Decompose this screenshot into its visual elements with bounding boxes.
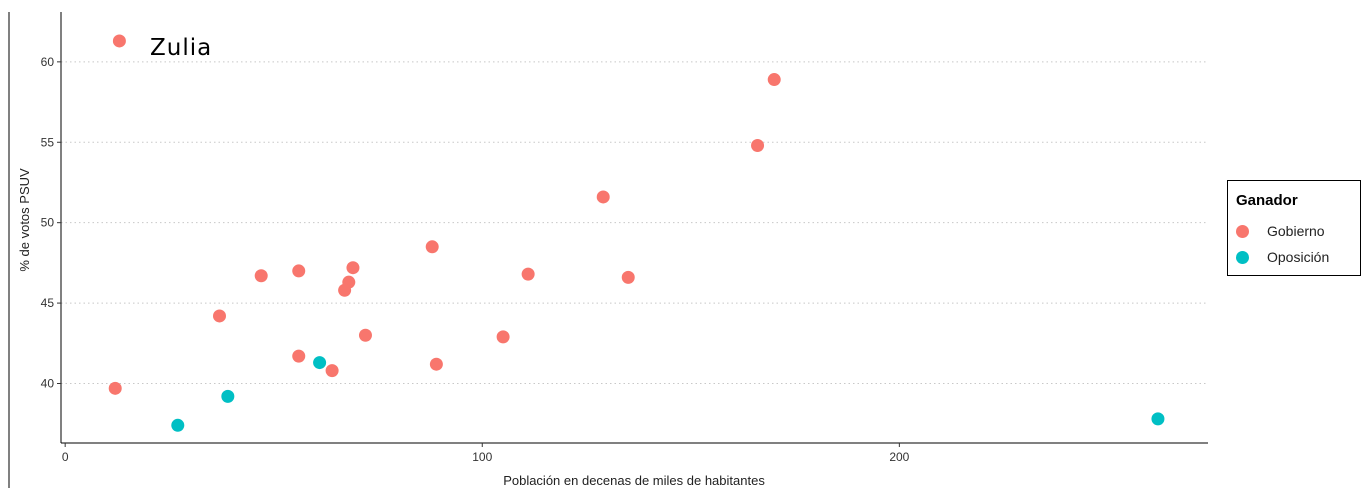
point-gobierno-13 <box>358 328 372 342</box>
legend-item-oposicion: Oposición <box>1236 247 1329 267</box>
y-tick-label-50: 50 <box>41 216 55 230</box>
legend-label-gobierno: Gobierno <box>1267 223 1325 239</box>
point-gobierno-18 <box>108 381 122 395</box>
gridlines <box>61 61 1208 384</box>
point-gobierno-11 <box>338 283 352 297</box>
point-gobierno-17 <box>325 364 339 378</box>
x-tick-label-0: 0 <box>62 450 69 464</box>
y-tick-label-45: 45 <box>41 296 55 310</box>
point-oposicion-0 <box>313 356 327 370</box>
legend: Ganador Gobierno Oposición <box>1227 180 1361 276</box>
point-oposicion-2 <box>171 418 185 432</box>
y-tick-label-60: 60 <box>41 55 55 69</box>
point-oposicion-3 <box>1151 412 1165 426</box>
legend-key-gobierno <box>1236 224 1249 238</box>
point-gobierno-2 <box>751 138 765 152</box>
x-axis-ticks: 0 100 200 <box>62 443 910 464</box>
x-axis-title: Población en decenas de miles de habitan… <box>503 473 765 488</box>
point-gobierno-0 <box>112 34 126 48</box>
point-gobierno-4 <box>425 240 439 254</box>
point-gobierno-12 <box>212 309 226 323</box>
y-axis-ticks: 40 45 50 55 60 <box>41 55 61 390</box>
x-tick-label-100: 100 <box>472 450 492 464</box>
legend-label-oposicion: Oposición <box>1267 249 1330 265</box>
x-tick-label-200: 200 <box>889 450 909 464</box>
data-points <box>108 34 1165 432</box>
point-gobierno-9 <box>621 270 635 284</box>
point-gobierno-1 <box>767 73 781 87</box>
point-gobierno-3 <box>596 190 610 204</box>
point-gobierno-5 <box>346 261 360 275</box>
point-oposicion-1 <box>221 389 235 403</box>
point-gobierno-8 <box>521 267 535 281</box>
point-gobierno-6 <box>292 264 306 278</box>
y-tick-label-55: 55 <box>41 135 55 149</box>
point-gobierno-7 <box>254 269 268 283</box>
legend-key-oposicion <box>1236 250 1249 264</box>
annotation-label: Zulia <box>150 35 212 61</box>
point-gobierno-15 <box>292 349 306 363</box>
legend-item-gobierno: Gobierno <box>1236 221 1325 241</box>
point-gobierno-16 <box>429 357 443 371</box>
y-tick-label-40: 40 <box>41 376 55 390</box>
point-gobierno-14 <box>496 330 510 344</box>
axes <box>60 12 1208 444</box>
legend-title: Ganador <box>1236 192 1298 209</box>
y-axis-title: % de votos PSUV <box>17 168 32 272</box>
